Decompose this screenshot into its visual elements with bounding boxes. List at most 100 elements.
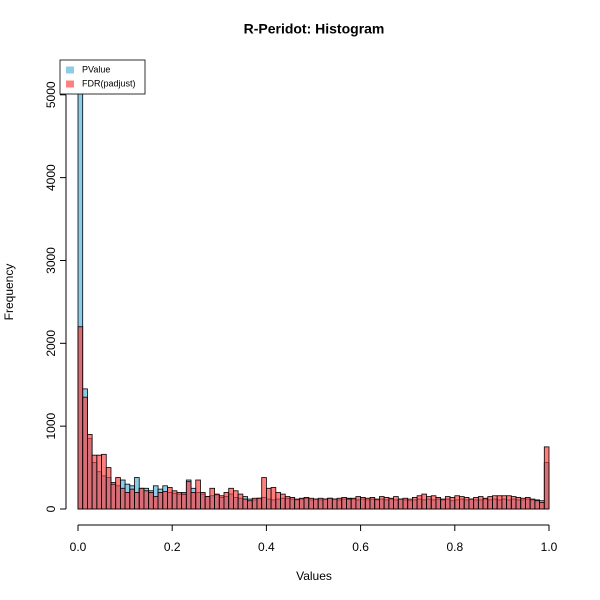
bar: [520, 497, 526, 510]
bar: [379, 496, 385, 510]
chart-title: R-Peridot: Histogram: [244, 21, 385, 37]
bar: [369, 497, 376, 510]
bar: [181, 493, 187, 510]
bar: [515, 497, 522, 510]
bar: [374, 498, 380, 510]
y-axis-label: Frequency: [2, 264, 16, 321]
bar: [167, 487, 173, 510]
bar: [506, 495, 512, 510]
bar: [435, 497, 442, 510]
bar: [280, 493, 286, 510]
bar: [430, 495, 437, 510]
bar: [360, 497, 366, 510]
bar: [473, 497, 479, 510]
bar: [463, 497, 470, 510]
bar: [336, 497, 343, 510]
bar: [487, 496, 493, 510]
bar: [152, 496, 159, 510]
bar: [289, 497, 296, 510]
legend-box: [59, 59, 146, 95]
y-tick-label: 0: [44, 505, 58, 512]
bar: [308, 497, 314, 510]
bar: [251, 497, 258, 510]
x-tick-label: 0.2: [164, 540, 181, 554]
bar: [407, 498, 413, 510]
x-tick-label: 0.0: [70, 540, 87, 554]
bar: [87, 434, 93, 510]
bar: [383, 497, 390, 510]
x-axis-label: Values: [296, 569, 332, 583]
bar: [454, 495, 460, 510]
bar: [105, 467, 112, 510]
bar: [412, 497, 418, 510]
bar: [242, 498, 248, 510]
bar: [265, 487, 272, 510]
bar: [162, 491, 168, 510]
bar: [426, 496, 432, 510]
bar: [96, 454, 102, 510]
bar: [303, 497, 310, 510]
bar: [525, 497, 531, 510]
bar: [91, 454, 98, 510]
x-tick-label: 0.8: [446, 540, 463, 554]
bar: [468, 498, 475, 510]
bar: [143, 490, 150, 510]
bar: [190, 492, 197, 510]
x-tick-label: 0.6: [352, 540, 369, 554]
bar: [496, 495, 503, 510]
bar: [247, 500, 253, 510]
bar: [444, 496, 451, 510]
bar: [539, 501, 545, 510]
bar: [275, 492, 281, 510]
bar: [134, 492, 140, 510]
bar: [185, 481, 192, 510]
bar: [270, 487, 277, 510]
bar: [138, 487, 145, 510]
bar: [355, 496, 362, 510]
bar: [115, 477, 121, 510]
bar: [298, 497, 305, 510]
bar: [449, 497, 456, 510]
bar: [261, 477, 267, 510]
y-tick-label: 4000: [44, 164, 58, 191]
bar: [534, 500, 540, 510]
bar: [209, 487, 215, 510]
x-tick-label: 0.4: [258, 540, 275, 554]
bar: [440, 498, 446, 510]
legend-label: PValue: [82, 64, 110, 74]
bar: [501, 495, 508, 510]
bar: [148, 492, 154, 510]
bar: [416, 495, 423, 510]
bar: [82, 396, 88, 510]
bar: [233, 490, 239, 510]
bar: [119, 487, 126, 510]
bar: [237, 493, 244, 510]
bar: [313, 498, 319, 510]
bar: [322, 498, 329, 510]
legend-label: FDR(padjust): [82, 78, 136, 88]
bar: [228, 487, 234, 510]
bar: [350, 497, 357, 510]
bar: [223, 492, 230, 510]
bar: [402, 497, 409, 510]
bar: [218, 495, 225, 510]
y-tick-label: 2000: [44, 330, 58, 357]
bar: [421, 493, 427, 510]
bar: [110, 483, 117, 510]
bar: [171, 490, 178, 510]
bar: [477, 496, 484, 510]
bar: [388, 497, 394, 510]
bar: [492, 495, 498, 510]
bar: [284, 496, 291, 510]
bar: [294, 498, 300, 510]
x-tick-label: 1.0: [541, 540, 558, 554]
bar: [129, 488, 135, 510]
y-tick-label: 1000: [44, 412, 58, 439]
y-tick-label: 5000: [44, 81, 58, 108]
bar: [124, 492, 131, 510]
bar: [176, 492, 183, 510]
bar: [195, 479, 201, 510]
legend-swatch: [66, 66, 74, 74]
bar: [256, 497, 263, 510]
